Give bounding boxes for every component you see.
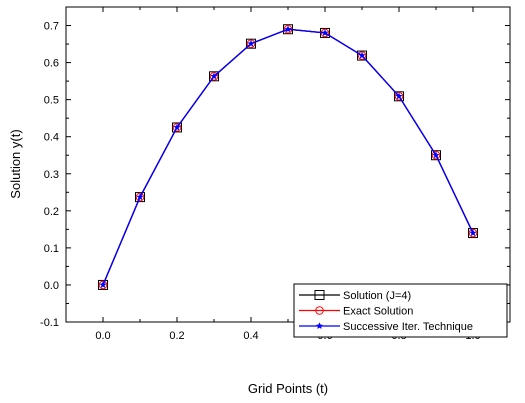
plot-frame [65, 6, 511, 323]
data-point [321, 29, 329, 37]
legend-item: Exact Solution [299, 306, 413, 318]
y-tick-label: 0.2 [44, 206, 59, 218]
data-point [395, 92, 403, 100]
series-line [102, 28, 474, 286]
legend-label: Successive Iter. Technique [343, 321, 473, 333]
series-3 [99, 25, 477, 289]
y-tick-label: 0.0 [44, 280, 59, 292]
series-2 [98, 24, 478, 290]
y-tick-label: 0.3 [44, 169, 59, 181]
y-tick-label: -0.1 [40, 317, 59, 329]
y-tick-label: 0.7 [44, 21, 59, 33]
y-tick-label: 0.5 [44, 95, 59, 107]
series-layer [98, 24, 478, 290]
data-point [246, 38, 256, 49]
data-point [432, 151, 440, 159]
data-point [284, 25, 292, 33]
y-tick-label: 0.1 [44, 243, 59, 255]
legend-marker [314, 290, 325, 300]
y-axis-title: Solution y(t) [8, 129, 23, 198]
legend-item: Solution (J=4) [299, 290, 411, 302]
data-point [247, 39, 255, 47]
x-axis-title: Grid Points (t) [248, 381, 328, 396]
data-point [173, 123, 181, 131]
data-point [99, 281, 107, 289]
y-tick-label: 0.6 [44, 58, 59, 70]
legend-label: Solution (J=4) [343, 290, 411, 302]
series-line [102, 28, 474, 286]
data-point [357, 50, 367, 61]
data-point [172, 122, 182, 133]
data-point [98, 279, 108, 290]
legend-marker [315, 306, 324, 315]
data-point [394, 91, 404, 102]
data-point [358, 51, 366, 59]
data-point [210, 72, 218, 80]
data-point [469, 229, 477, 237]
y-tick-label: 0.4 [44, 132, 59, 144]
series-line [102, 28, 474, 286]
legend-item: Successive Iter. Technique [299, 321, 473, 333]
x-tick-label: 0.0 [95, 330, 110, 342]
data-point [431, 150, 441, 161]
x-tick-label: 0.2 [169, 330, 184, 342]
x-tick-label: 0.4 [243, 330, 258, 342]
data-point [209, 71, 219, 82]
legend-label: Exact Solution [343, 306, 413, 318]
legend-marker [315, 322, 324, 330]
series-1 [98, 24, 478, 290]
data-point [468, 228, 478, 239]
data-point [136, 193, 144, 201]
data-point [135, 192, 145, 203]
legend: Solution (J=4) Exact Solution Successive I… [293, 283, 508, 338]
